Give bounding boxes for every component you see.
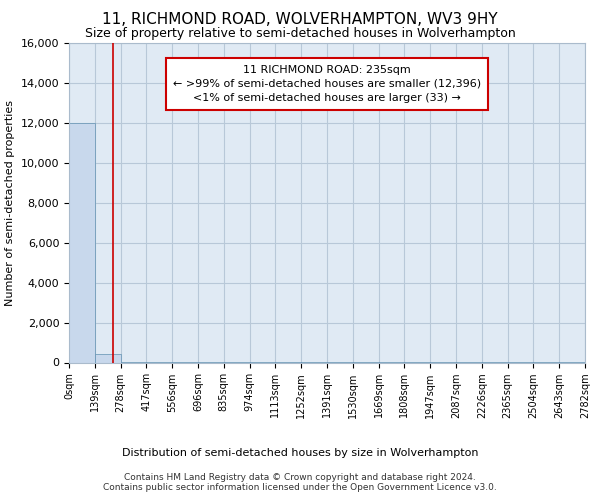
Text: Size of property relative to semi-detached houses in Wolverhampton: Size of property relative to semi-detach… bbox=[85, 28, 515, 40]
Text: Contains HM Land Registry data © Crown copyright and database right 2024.
Contai: Contains HM Land Registry data © Crown c… bbox=[103, 473, 497, 492]
Text: 11 RICHMOND ROAD: 235sqm
← >99% of semi-detached houses are smaller (12,396)
<1%: 11 RICHMOND ROAD: 235sqm ← >99% of semi-… bbox=[173, 65, 481, 103]
Y-axis label: Number of semi-detached properties: Number of semi-detached properties bbox=[5, 100, 15, 306]
Text: Distribution of semi-detached houses by size in Wolverhampton: Distribution of semi-detached houses by … bbox=[122, 448, 478, 458]
Bar bbox=[95, 354, 121, 362]
Text: 11, RICHMOND ROAD, WOLVERHAMPTON, WV3 9HY: 11, RICHMOND ROAD, WOLVERHAMPTON, WV3 9H… bbox=[102, 12, 498, 28]
Bar bbox=[69, 122, 95, 362]
